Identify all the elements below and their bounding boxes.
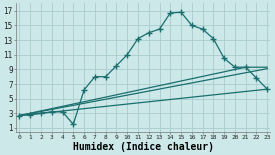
X-axis label: Humidex (Indice chaleur): Humidex (Indice chaleur): [73, 142, 214, 152]
